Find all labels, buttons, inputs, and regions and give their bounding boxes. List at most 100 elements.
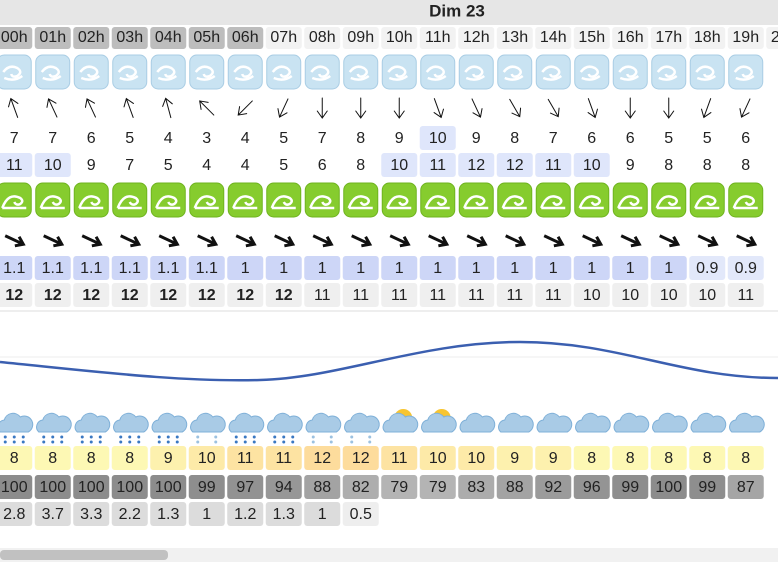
wind-gusts-cell xyxy=(34,153,71,177)
wave-height-cell xyxy=(419,256,456,280)
wave-period-value: 12 xyxy=(275,287,293,304)
hour-label: 12h xyxy=(463,29,490,46)
day-header: Dim 23 xyxy=(429,1,485,20)
wind-gusts-cell xyxy=(0,153,33,177)
wave-period-value: 10 xyxy=(621,287,639,304)
cloud-icon xyxy=(113,412,149,433)
rain-drop xyxy=(51,435,55,439)
temperature-value: 11 xyxy=(391,450,408,467)
wind-speed-value: 9 xyxy=(395,130,404,147)
wave-arrow xyxy=(158,234,180,248)
temperature-cell xyxy=(150,446,187,470)
wind-speed-cell xyxy=(419,126,456,150)
wave-height-cell xyxy=(458,256,495,280)
hour-label: 15h xyxy=(578,29,605,46)
wave-period-cell xyxy=(34,283,71,307)
wind-icon xyxy=(112,54,148,90)
wind-speed-value: 8 xyxy=(510,130,519,147)
rain-drop xyxy=(175,440,179,444)
wave-period-cell xyxy=(0,283,33,307)
temperature-value: 12 xyxy=(313,450,331,467)
wave-height-cell xyxy=(573,256,610,280)
wind-gusts-value: 12 xyxy=(467,157,485,174)
cloud-cover-value: 100 xyxy=(655,479,682,496)
scrollbar[interactable] xyxy=(0,548,778,562)
direction-arrow xyxy=(587,98,598,119)
rain-value: 2.2 xyxy=(119,506,141,523)
wind-gusts-value: 10 xyxy=(390,157,408,174)
rain-drop xyxy=(119,435,123,439)
wave-period-cell xyxy=(227,283,264,307)
wave-period-cell xyxy=(111,283,148,307)
wind-gusts-value: 4 xyxy=(202,157,211,174)
wind-speed-value: 10 xyxy=(429,130,447,147)
cloud-icon xyxy=(74,412,111,433)
wave-height-cell xyxy=(73,256,110,280)
wave-height-cell xyxy=(727,256,764,280)
scrollbar-thumb[interactable] xyxy=(0,550,168,560)
rain-drop xyxy=(42,435,46,439)
wave-icon xyxy=(497,182,533,218)
temperature-cell xyxy=(111,446,148,470)
rain-cell xyxy=(34,502,71,526)
rain-drop xyxy=(137,440,141,444)
temperature-cell xyxy=(689,446,726,470)
wave-arrow xyxy=(543,234,565,248)
hour-cell xyxy=(150,27,187,49)
cloud-cover-value: 100 xyxy=(1,479,28,496)
direction-arrow xyxy=(355,97,367,119)
wave-icon-curl xyxy=(193,195,219,210)
temperature-value: 8 xyxy=(703,450,712,467)
wave-period-cell xyxy=(650,283,687,307)
wind-icon xyxy=(497,54,533,90)
wind-speed-value: 3 xyxy=(202,130,211,147)
wave-period-cell xyxy=(689,283,726,307)
rain-drop xyxy=(157,435,161,439)
cloud-cover-cell xyxy=(0,475,33,499)
wave-height-value: 1 xyxy=(587,260,596,277)
direction-arrow xyxy=(84,98,96,118)
cloud-cover-cell xyxy=(381,475,418,499)
wave-icon xyxy=(227,182,263,218)
wave-icon xyxy=(651,182,687,218)
rain-drop xyxy=(273,435,277,439)
hour-label: 01h xyxy=(39,29,66,46)
wave-height-cell xyxy=(342,256,379,280)
cloud-icon xyxy=(613,412,650,433)
direction-arrow xyxy=(547,98,560,118)
wave-height-value: 1.1 xyxy=(196,260,218,277)
wave-arrow xyxy=(697,234,719,248)
cloud-icon xyxy=(498,412,534,433)
cloud-cover-value: 99 xyxy=(198,479,216,496)
wave-icon-curl xyxy=(617,195,643,210)
rain-drop xyxy=(291,435,295,439)
temperature-value: 9 xyxy=(510,450,519,467)
wave-period-cell xyxy=(265,283,302,307)
wind-speed-value: 6 xyxy=(741,130,750,147)
wind-speed-value: 7 xyxy=(549,130,558,147)
wind-icon-swirl xyxy=(387,65,408,81)
wave-icon xyxy=(574,182,610,218)
wind-gusts-cell xyxy=(535,153,572,177)
hour-label: 10h xyxy=(386,29,413,46)
temperature-value: 11 xyxy=(237,450,254,467)
rain-drop xyxy=(234,435,238,439)
wind-icon xyxy=(420,54,456,90)
wind-gusts-value: 8 xyxy=(664,157,673,174)
wave-period-cell xyxy=(612,283,649,307)
wind-icon xyxy=(73,54,109,90)
temperature-cell xyxy=(573,446,610,470)
wind-gusts-value: 12 xyxy=(506,157,524,174)
direction-arrow xyxy=(739,98,751,118)
wind-gusts-value: 9 xyxy=(626,157,635,174)
wind-speed-value: 9 xyxy=(472,130,481,147)
wave-height-cell xyxy=(304,256,341,280)
hour-label: 05h xyxy=(193,29,220,46)
cloud-cover-value: 96 xyxy=(583,479,601,496)
temperature-value: 9 xyxy=(164,450,173,467)
hour-cell xyxy=(419,27,456,49)
wind-gusts-value: 11 xyxy=(545,157,562,174)
hour-label: 19h xyxy=(732,29,759,46)
wave-period-cell xyxy=(342,283,379,307)
hour-label: 03h xyxy=(116,29,143,46)
